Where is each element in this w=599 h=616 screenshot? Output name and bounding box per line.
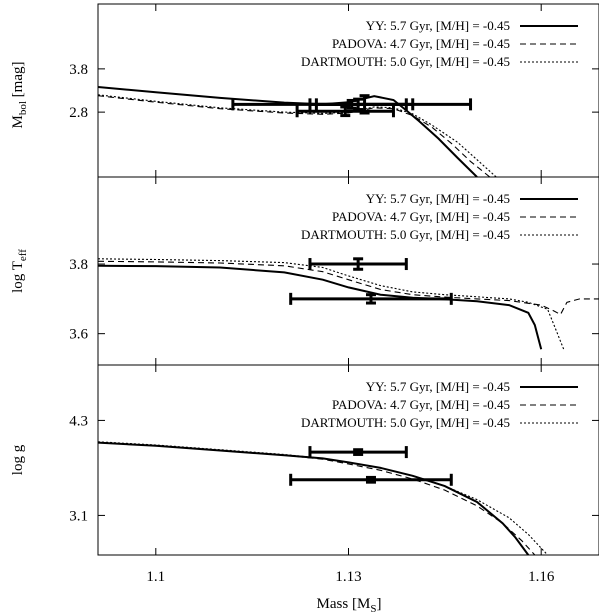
legend-label: PADOVA: 4.7 Gyr, [M/H] = -0.45 xyxy=(332,209,510,224)
panel-logg: 4.3 3.1 YY: 5.7 Gyr, [M/H] = -0.45 PADOVA:… xyxy=(10,364,599,556)
x-axis-title: Mass [MS] xyxy=(317,596,382,615)
errorbar xyxy=(308,97,408,112)
y-tick-label: 3.8 xyxy=(69,257,88,273)
x-tick-label: 1.16 xyxy=(528,569,555,585)
panel-mbol-ticks: 3.8 2.8 xyxy=(69,4,599,177)
x-axis: 1.1 1.13 1.16 xyxy=(146,569,554,585)
panel-logg-frame xyxy=(97,364,599,556)
legend-label: YY: 5.7 Gyr, [M/H] = -0.45 xyxy=(366,18,510,33)
panel-logteff-errorbars xyxy=(289,257,453,305)
errorbar xyxy=(308,257,408,271)
panel-mbol: 3.8 2.8 YY: 5.7 Gyr, [M/H] = -0.45 PADOVA:… xyxy=(10,3,599,178)
panel-logg-ylabel: log g xyxy=(10,444,26,475)
series-line-padova xyxy=(98,442,536,555)
panel-logteff-legend: YY: 5.7 Gyr, [M/H] = -0.45 PADOVA: 4.7 Gy… xyxy=(301,191,578,242)
y-tick-label: 3.8 xyxy=(69,62,88,78)
errorbar xyxy=(289,473,453,486)
panel-logteff-series xyxy=(98,258,599,350)
y-tick-label: 2.8 xyxy=(69,105,88,121)
panel-logteff: 3.8 3.6 YY: 5.7 Gyr, [M/H] = -0.45 PADOVA:… xyxy=(10,176,599,366)
panel-logteff-frame xyxy=(97,176,599,366)
panel-mbol-legend: YY: 5.7 Gyr, [M/H] = -0.45 PADOVA: 4.7 Gy… xyxy=(301,18,578,69)
series-line-dartmouth xyxy=(98,258,565,350)
legend-label: DARTMOUTH: 5.0 Gyr, [M/H] = -0.45 xyxy=(301,415,510,430)
series-line-dartmouth xyxy=(98,441,549,555)
legend-label: DARTMOUTH: 5.0 Gyr, [M/H] = -0.45 xyxy=(301,54,510,69)
errorbar xyxy=(289,292,453,305)
series-line-dartmouth xyxy=(98,94,497,177)
series-line-padova xyxy=(98,260,599,316)
errorbar xyxy=(295,105,395,118)
legend-label: PADOVA: 4.7 Gyr, [M/H] = -0.45 xyxy=(332,36,510,51)
y-tick-label: 3.6 xyxy=(69,327,88,343)
legend-label: DARTMOUTH: 5.0 Gyr, [M/H] = -0.45 xyxy=(301,227,510,242)
panel-logteff-ylabel: log Teff xyxy=(10,249,29,293)
legend-label: YY: 5.7 Gyr, [M/H] = -0.45 xyxy=(366,191,510,206)
y-tick-label: 4.3 xyxy=(69,413,88,429)
legend-label: YY: 5.7 Gyr, [M/H] = -0.45 xyxy=(366,379,510,394)
errorbar xyxy=(308,446,408,459)
series-line-padova xyxy=(98,95,491,177)
panel-mbol-frame xyxy=(97,3,599,178)
panel-logg-ticks: 4.3 3.1 xyxy=(69,365,599,555)
x-tick-label: 1.13 xyxy=(335,569,361,585)
panel-mbol-errorbars xyxy=(231,94,473,118)
legend-label: PADOVA: 4.7 Gyr, [M/H] = -0.45 xyxy=(332,397,510,412)
y-tick-label: 3.1 xyxy=(69,508,88,524)
x-tick-label: 1.1 xyxy=(146,569,165,585)
panel-logteff-ticks: 3.8 3.6 xyxy=(69,177,599,365)
panel-logg-legend: YY: 5.7 Gyr, [M/H] = -0.45 PADOVA: 4.7 Gy… xyxy=(301,379,578,430)
panel-mbol-ylabel: Mbol [mag] xyxy=(10,62,29,129)
series-line-yy xyxy=(98,264,543,350)
series-line-yy xyxy=(98,86,478,177)
panel-mbol-series xyxy=(98,86,497,177)
panel-logg-series xyxy=(98,441,549,555)
panel-logg-errorbars xyxy=(289,446,453,486)
